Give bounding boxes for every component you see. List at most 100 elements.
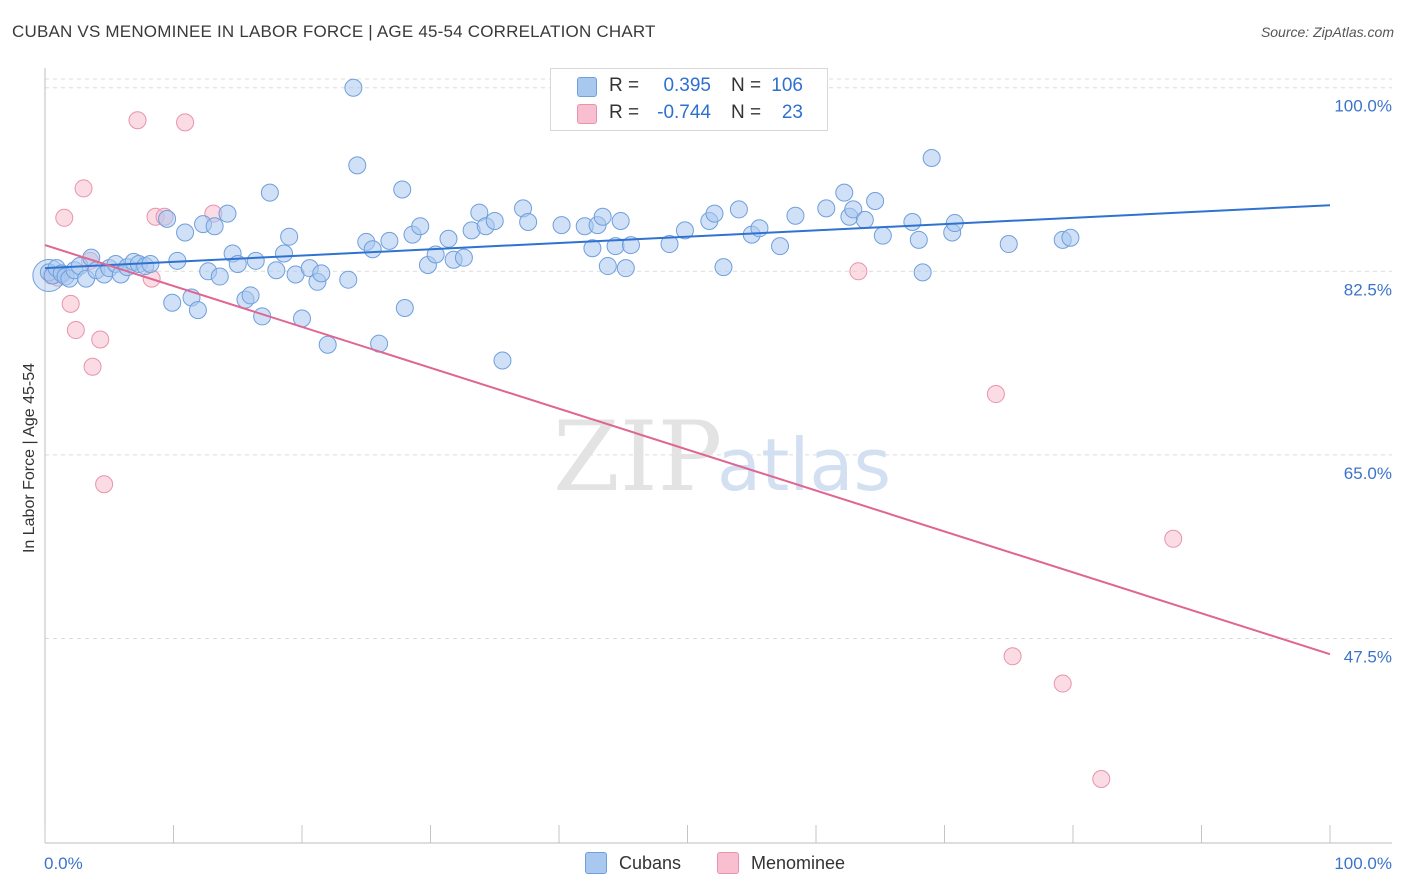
cubans-point [866,192,885,211]
menominee-point [61,294,80,313]
chart-title: CUBAN VS MENOMINEE IN LABOR FORCE | AGE … [12,22,656,41]
menominee-point [91,330,110,349]
grid-lines [45,78,1392,639]
cubans-point [339,270,358,289]
legend-item-menominee[interactable]: Menominee [717,852,845,874]
series-legend: Cubans Menominee [0,852,1406,876]
menominee-point [95,475,114,494]
legend-label-menominee: Menominee [751,852,846,873]
menominee-trend-line [44,244,1331,656]
cubans-point [158,209,177,228]
x-tick-label: 100.0% [1334,854,1392,873]
cubans-point [344,78,363,97]
cubans-point [411,217,430,236]
stats-legend: R = 0.395 N = 106 R = -0.744 N = 23 [550,68,828,131]
legend-label-cubans: Cubans [619,852,682,873]
watermark-atlas: atlas [717,423,891,507]
cubans-point [616,259,635,278]
legend-row-menominee: R = -0.744 N = 23 [551,101,827,125]
cubans-trend-line [44,204,1331,270]
r-value: -0.744 [657,102,711,123]
cubans-point [1061,228,1080,247]
cubans-point [903,213,922,232]
cubans-point [660,235,679,254]
cubans-point [454,248,473,267]
menominee-swatch [717,852,739,874]
menominee-point [55,208,74,227]
cubans-point [786,206,805,225]
watermark: ZIP atlas [553,401,891,513]
trend-lines [44,204,1331,656]
menominee-point [176,113,195,132]
cubans-point [598,257,617,276]
n-label: N = [731,75,762,96]
cubans-point [835,183,854,202]
cubans-point [260,183,279,202]
cubans-point [909,230,928,249]
cubans-point [439,229,458,248]
cubans-point [922,149,941,168]
cubans-point [855,210,874,229]
cubans-point [380,231,399,250]
cubans-point [485,211,504,230]
legend-item-cubans[interactable]: Cubans [585,852,681,874]
cubans-point [817,199,836,218]
cubans-point [205,217,224,236]
cubans-swatch [577,77,597,97]
y-tick-label: 65.0% [1344,464,1392,483]
n-value: 106 [771,75,803,96]
menominee-point [849,262,868,281]
cubans-point [318,335,337,354]
cubans-point [218,204,237,223]
source-credit: Source: ZipAtlas.com [1260,24,1394,40]
cubans-point [552,216,571,235]
cubans-point [999,235,1018,254]
watermark-zip: ZIP [553,401,722,513]
y-tick-label: 82.5% [1344,280,1392,299]
cubans-point [188,301,207,320]
y-tick-label: 47.5% [1344,647,1392,666]
menominee-point [128,111,147,130]
menominee-point [74,179,93,198]
cubans-point [395,299,414,318]
cubans-point [621,236,640,255]
x-tick-label: 0.0% [44,854,83,873]
menominee-point [83,357,102,376]
menominee-point [66,321,85,340]
cubans-point [913,263,932,282]
menominee-point [1092,770,1111,789]
menominee-point [1003,647,1022,666]
cubans-point [426,245,445,264]
cubans-point [363,240,382,259]
cubans-point [210,267,229,286]
cubans-point [275,244,294,263]
cubans-point [246,251,265,270]
menominee-point [986,385,1005,404]
cubans-point [348,156,367,175]
axes [44,68,1392,844]
cubans-point [729,200,748,219]
cubans-point [593,207,612,226]
cubans-point [611,211,630,230]
cubans-point [714,258,733,277]
cubans-point [844,200,863,219]
cubans-point [519,213,538,232]
cubans-points [32,78,1080,370]
cubans-point [176,223,195,242]
menominee-point [1053,674,1072,693]
n-value: 23 [781,102,803,123]
tick-labels: 47.5% 65.0% 82.5% 100.0% 0.0% 100.0% [44,97,1392,873]
cubans-point [493,351,512,370]
legend-row-cubans: R = 0.395 N = 106 [551,74,827,98]
r-label: R = [609,75,640,96]
cubans-point [583,239,602,258]
cubans-point [163,293,182,312]
menominee-swatch [577,104,597,124]
y-tick-label: 100.0% [1334,97,1392,116]
r-label: R = [609,102,640,123]
cubans-swatch [585,852,607,874]
cubans-point [771,237,790,256]
r-value: 0.395 [663,75,711,96]
menominee-point [1164,529,1183,548]
